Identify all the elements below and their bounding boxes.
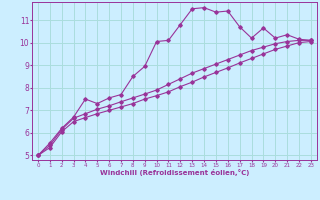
X-axis label: Windchill (Refroidissement éolien,°C): Windchill (Refroidissement éolien,°C)	[100, 169, 249, 176]
